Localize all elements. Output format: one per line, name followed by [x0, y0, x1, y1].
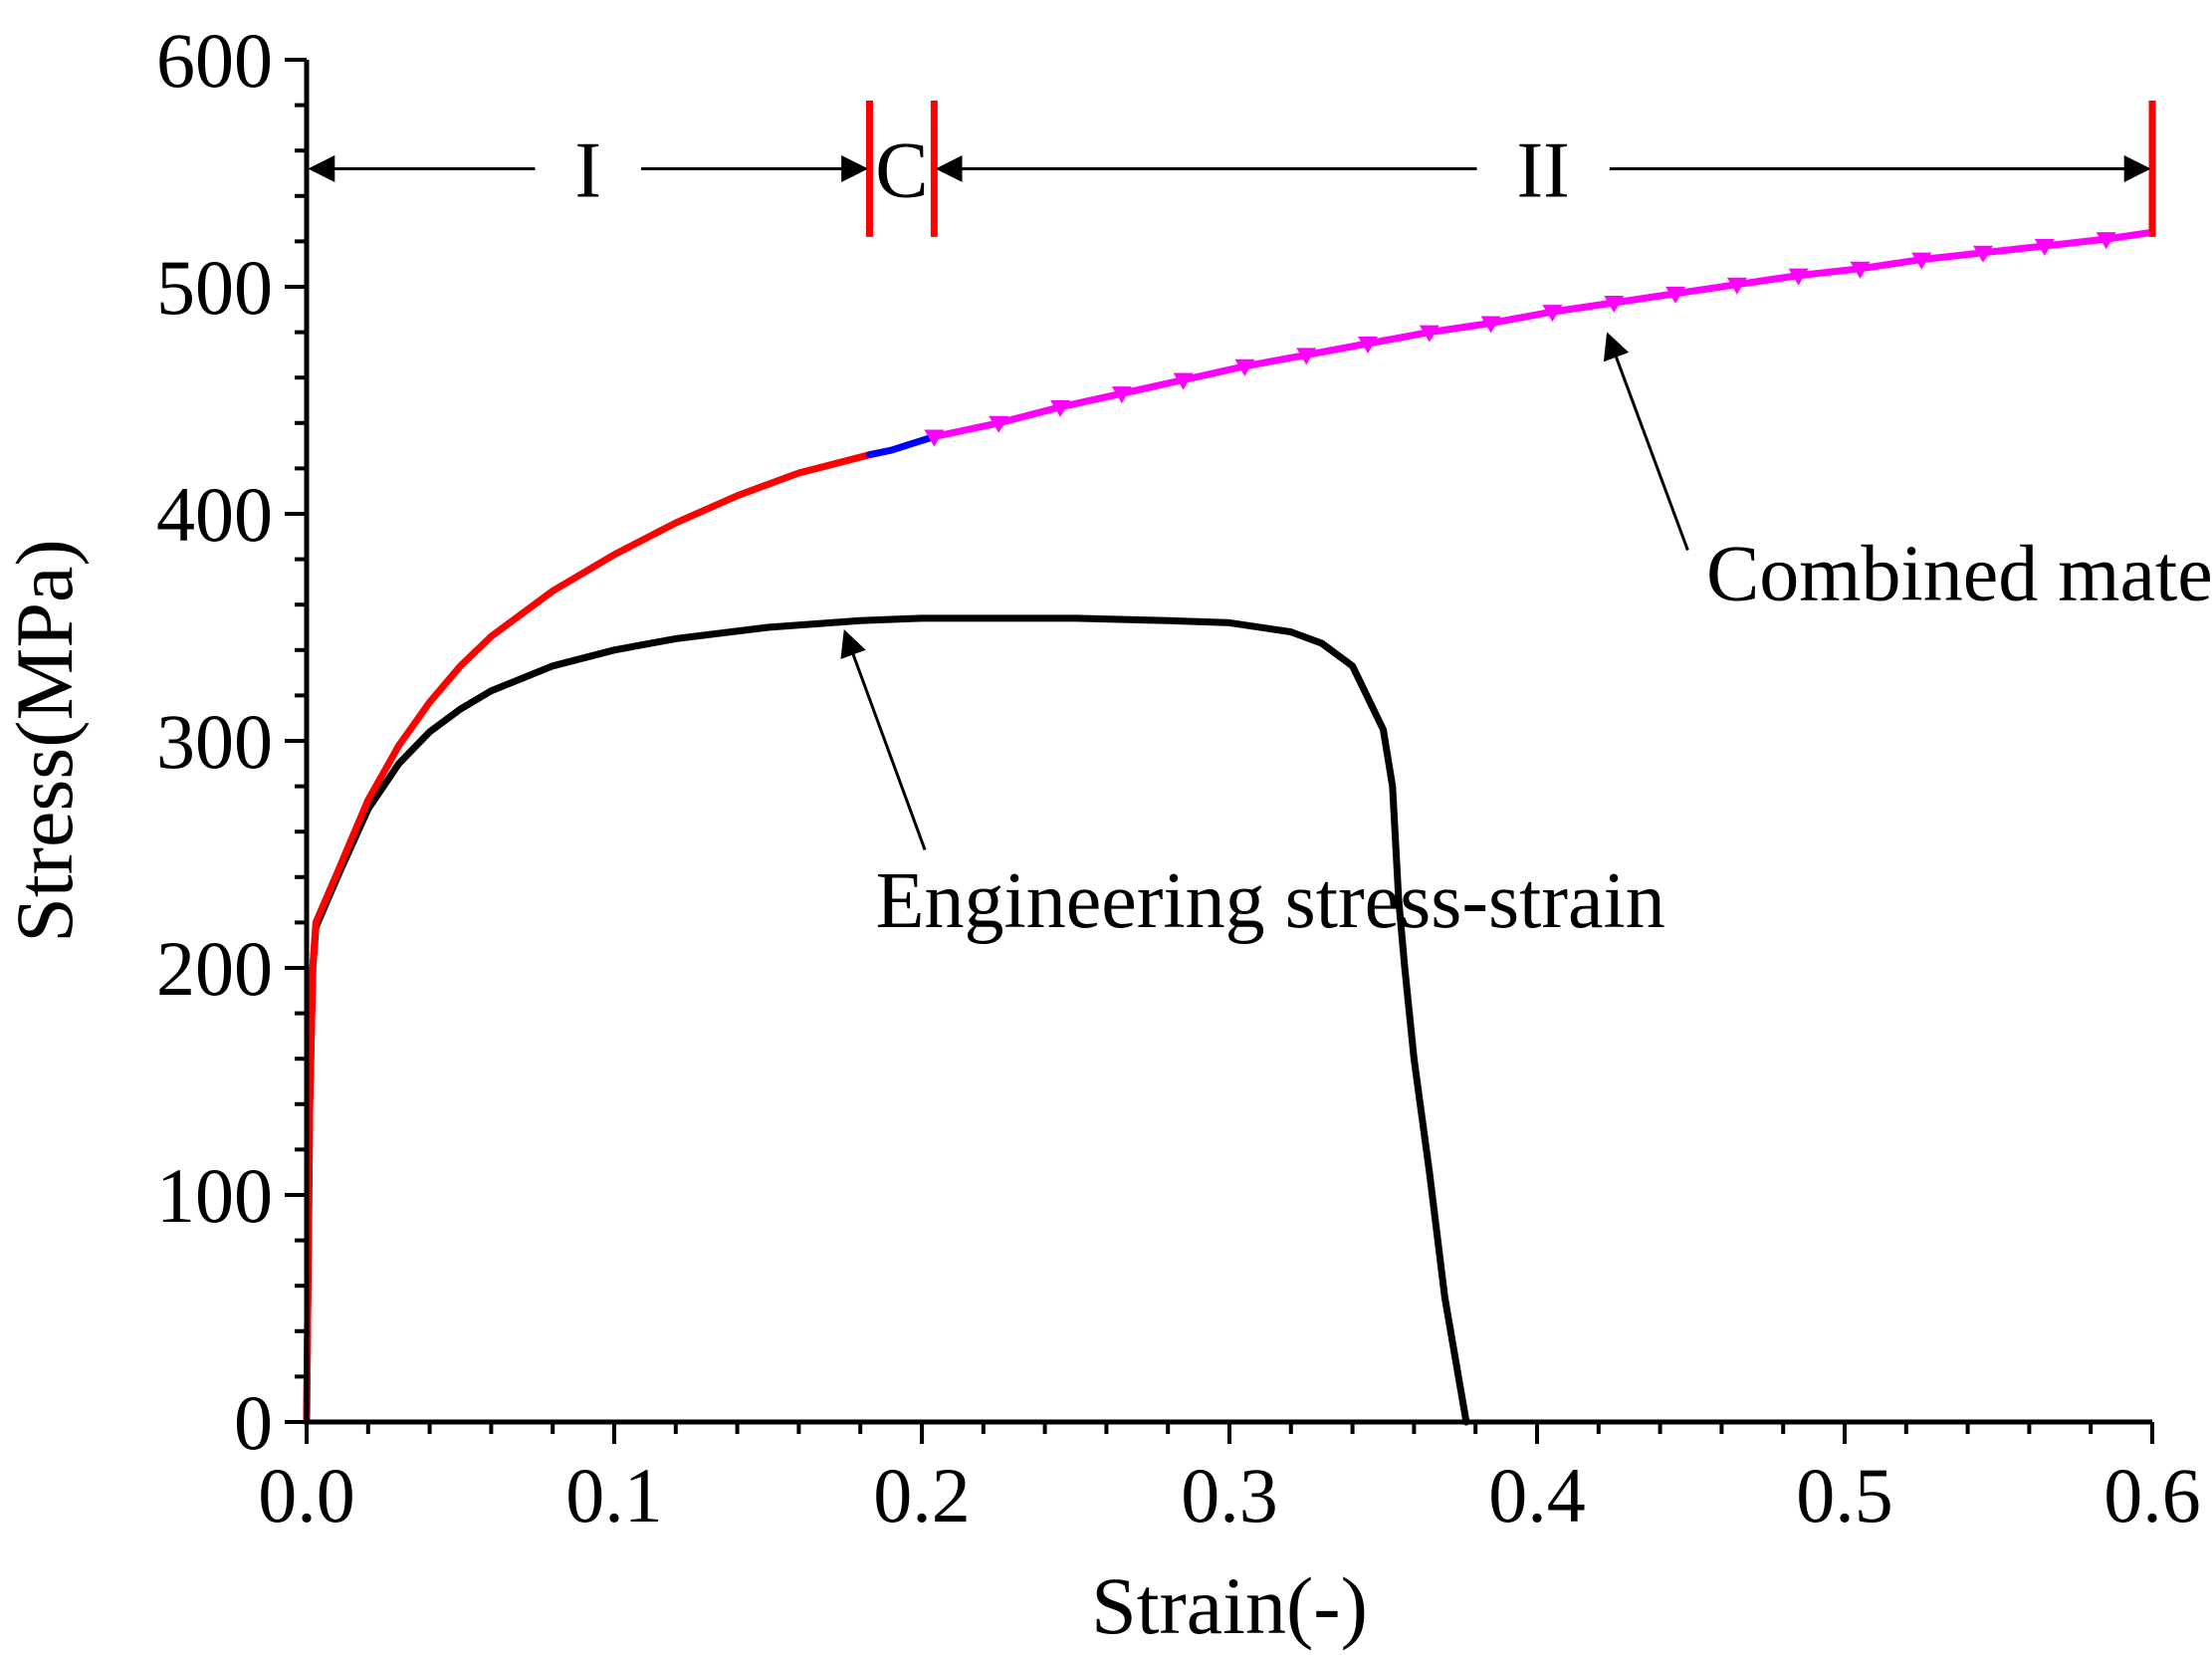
series-marker	[1973, 245, 1994, 263]
markers-layer	[924, 232, 2116, 447]
region-label: I	[574, 126, 601, 214]
series-marker	[1665, 286, 1686, 304]
series-marker	[1480, 316, 1501, 334]
x-tick-label: 0.1	[565, 1452, 663, 1538]
y-tick-label: 200	[156, 925, 273, 1012]
series-marker	[1911, 252, 1932, 270]
x-tick-label: 0.0	[258, 1452, 355, 1538]
y-axis-title: Stress(MPa)	[0, 539, 90, 942]
series-marker	[1419, 325, 1439, 343]
x-axis-title: Strain(-)	[1091, 1560, 1368, 1651]
series-marker	[1726, 277, 1747, 295]
annotation-text: Combined material	[1706, 531, 2212, 618]
series-marker	[2034, 238, 2055, 256]
annotation-text: Engineering stress-strain	[876, 857, 1665, 945]
y-tick-label: 600	[156, 17, 273, 104]
y-tick-label: 400	[156, 471, 273, 558]
series-marker	[1358, 337, 1379, 354]
x-tick-label: 0.2	[873, 1452, 971, 1538]
region-label: II	[1517, 126, 1570, 214]
series-marker	[1788, 268, 1809, 286]
series-marker	[1234, 358, 1255, 376]
series-marker	[989, 415, 1009, 433]
series-layer	[303, 228, 2156, 1426]
series-line-0	[303, 614, 1470, 1426]
series-marker	[1296, 348, 1317, 365]
y-tick-label: 500	[156, 244, 273, 331]
region-label: C	[875, 126, 928, 214]
series-line-1	[303, 451, 873, 1426]
x-tick-label: 0.4	[1488, 1452, 1586, 1538]
x-tick-label: 0.5	[1796, 1452, 1893, 1538]
series-marker	[2096, 232, 2116, 250]
regions-layer: I C II	[308, 101, 2156, 237]
x-tick-label: 0.6	[2103, 1452, 2201, 1538]
annotation-arrow	[840, 629, 927, 850]
series-marker	[1173, 372, 1194, 390]
annotation-arrow	[1603, 332, 1689, 552]
series-marker	[924, 429, 945, 447]
series-marker	[1111, 386, 1132, 404]
y-tick-label: 100	[156, 1152, 273, 1239]
ticks-layer: 0.0 0.1 0.2 0.3 0.4 0.5 0.6 0 100 200 300 400 500 600	[156, 17, 2201, 1538]
y-tick-label: 0	[234, 1379, 273, 1466]
series-line-2	[866, 433, 938, 459]
annotations-layer: Combined material Engineering stress-stra…	[840, 332, 2212, 945]
x-tick-label: 0.3	[1181, 1452, 1278, 1538]
series-marker	[1850, 261, 1871, 279]
series-line-3	[930, 228, 2156, 440]
y-tick-label: 300	[156, 698, 273, 785]
series-marker	[1050, 399, 1071, 417]
series-marker	[1604, 295, 1625, 313]
series-marker	[1542, 305, 1563, 323]
